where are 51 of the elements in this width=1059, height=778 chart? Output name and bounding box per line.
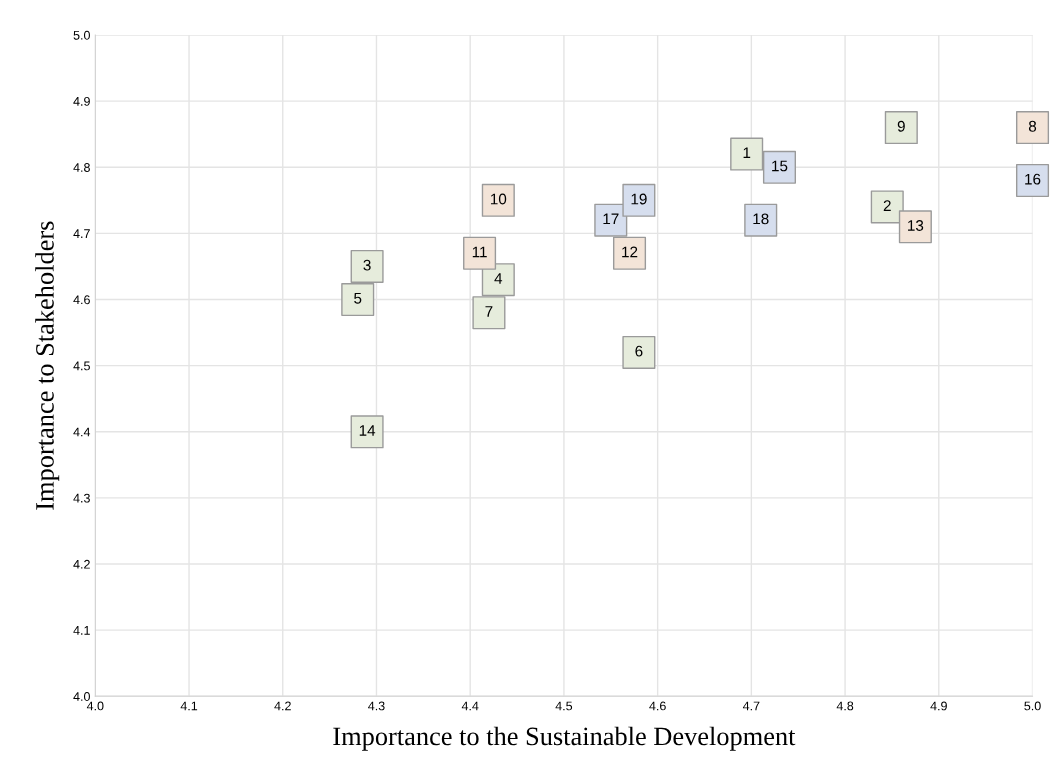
annotation: 16: [1025, 173, 1041, 185]
x-tick-label: 5.0: [1024, 701, 1041, 711]
annotation: 4: [494, 273, 503, 284]
x-tick-label: 4.3: [368, 701, 385, 711]
y-tick-label: 4.8: [73, 163, 90, 172]
annotation: 9: [897, 120, 905, 132]
y-tick-label: 4.2: [73, 559, 90, 569]
x-tick-label: 4.9: [930, 701, 947, 711]
x-tick-label: 4.8: [836, 701, 854, 711]
y-tick-label: 4.0: [73, 692, 90, 701]
annotation: 15: [772, 160, 788, 172]
point: [622, 335, 656, 369]
annotation: 2: [883, 200, 891, 211]
annotation: 10: [490, 193, 507, 205]
point: [472, 296, 506, 330]
point: [350, 249, 384, 283]
y-tick-label: 4.1: [73, 626, 90, 635]
annotation: 8: [1028, 120, 1037, 132]
x-tick-label: 4.0: [86, 701, 104, 711]
annotation: 7: [485, 306, 493, 317]
y-tick-label: 4.9: [73, 96, 90, 106]
annotation: 6: [635, 345, 643, 357]
x-axis-title: Importance to the Sustainable Development: [333, 726, 796, 751]
annotation: 12: [622, 246, 638, 258]
x-tick-label: 4.4: [461, 701, 479, 711]
y-tick-label: 5.0: [73, 30, 90, 40]
x-tick-label: 4.6: [649, 701, 666, 711]
y-tick-label: 4.6: [73, 295, 90, 305]
annotation: 18: [753, 213, 769, 225]
annotation: 17: [603, 213, 619, 225]
point: [730, 137, 764, 171]
y-tick-label: 4.5: [73, 361, 90, 371]
annotation: 13: [908, 220, 924, 231]
y-axis-title: Importance to Stakeholders: [35, 221, 60, 510]
annotation: 5: [354, 292, 362, 304]
point: [884, 111, 918, 145]
annotation: 3: [363, 259, 371, 271]
annotation: 19: [631, 193, 647, 205]
point: [1015, 111, 1050, 145]
annotation: 14: [359, 425, 376, 436]
y-tick-label: 4.3: [73, 493, 90, 503]
x-tick-label: 4.5: [555, 701, 573, 711]
x-tick-label: 4.1: [180, 701, 198, 711]
x-tick-label: 4.7: [742, 701, 760, 711]
annotation: 11: [472, 246, 487, 258]
y-tick-label: 4.7: [73, 229, 90, 238]
y-tick-label: 4.4: [73, 427, 91, 437]
point: [341, 282, 375, 317]
annotation: 1: [743, 147, 751, 158]
point: [870, 190, 904, 224]
x-tick-label: 4.2: [274, 701, 291, 711]
